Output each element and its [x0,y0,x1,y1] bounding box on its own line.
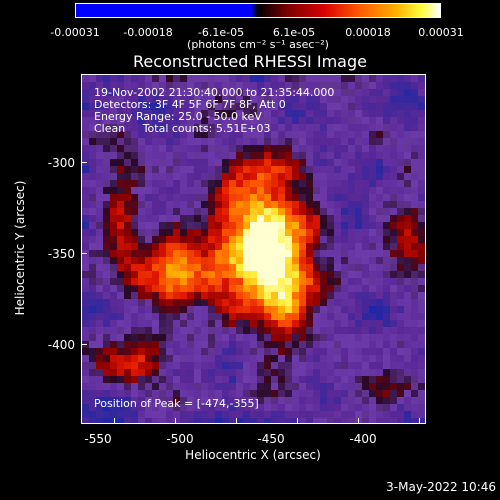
colorbar-tick-label: -0.00031 [50,26,100,39]
x-tick-mark [175,418,176,424]
colorbar [75,3,441,18]
y-tick-mark [81,344,87,345]
y-tick-label: -350 [47,247,75,261]
x-axis-label: Heliocentric X (arcsec) [185,448,321,462]
x-tick-label: -400 [349,432,377,446]
plot-title: Reconstructed RHESSI Image [133,52,367,71]
footer-timestamp: 3-May-2022 10:46 [386,480,496,494]
image-plot: 19-Nov-2002 21:30:40.000 to 21:35:44.000… [81,74,426,424]
annotation-detectors: Detectors: 3F 4F 5F 6F 7F 8F, Att 0 [94,98,286,111]
colorbar-gradient [75,3,441,18]
colorbar-tick-label: -6.1e-05 [197,26,245,39]
rhessi-image [82,75,425,423]
colorbar-tick-label: -0.00018 [123,26,173,39]
x-tick-mark [236,418,237,424]
annotation-energy: Energy Range: 25.0 - 50.0 keV [94,110,262,123]
x-tick-label: -500 [166,432,194,446]
x-tick-label: -550 [84,432,112,446]
y-tick-mark [81,253,87,254]
x-tick-mark [297,418,298,424]
y-axis-label: Heliocentric Y (arcsec) [13,180,27,316]
x-tick-mark [114,418,115,424]
annotation-peak: Position of Peak = [-474,-355] [94,397,259,410]
colorbar-tick-label: 6.1e-05 [272,26,316,39]
x-tick-label: -450 [257,432,285,446]
y-tick-label: -400 [47,338,75,352]
colorbar-tick-label: 0.00031 [418,26,464,39]
colorbar-unit: (photons cm⁻² s⁻¹ asec⁻²) [187,38,329,51]
y-tick-mark [81,162,87,163]
x-tick-mark [419,418,420,424]
annotation-clean: Clean Total counts: 5.51E+03 [94,122,271,135]
annotation-time: 19-Nov-2002 21:30:40.000 to 21:35:44.000 [94,86,335,99]
y-tick-label: -300 [47,156,75,170]
colorbar-tick-label: 0.00018 [345,26,391,39]
x-tick-mark [358,418,359,424]
